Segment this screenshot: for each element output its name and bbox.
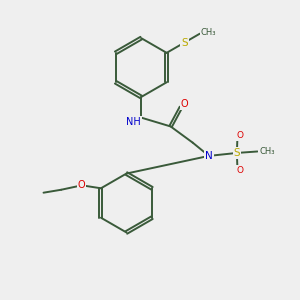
Text: O: O — [181, 99, 188, 109]
Text: O: O — [78, 180, 85, 190]
Text: NH: NH — [126, 117, 141, 127]
Text: CH₃: CH₃ — [200, 28, 216, 37]
Text: O: O — [237, 166, 244, 175]
Text: CH₃: CH₃ — [259, 147, 274, 156]
Text: N: N — [205, 151, 213, 161]
Text: S: S — [181, 38, 188, 47]
Text: O: O — [237, 131, 244, 140]
Text: S: S — [233, 148, 240, 158]
